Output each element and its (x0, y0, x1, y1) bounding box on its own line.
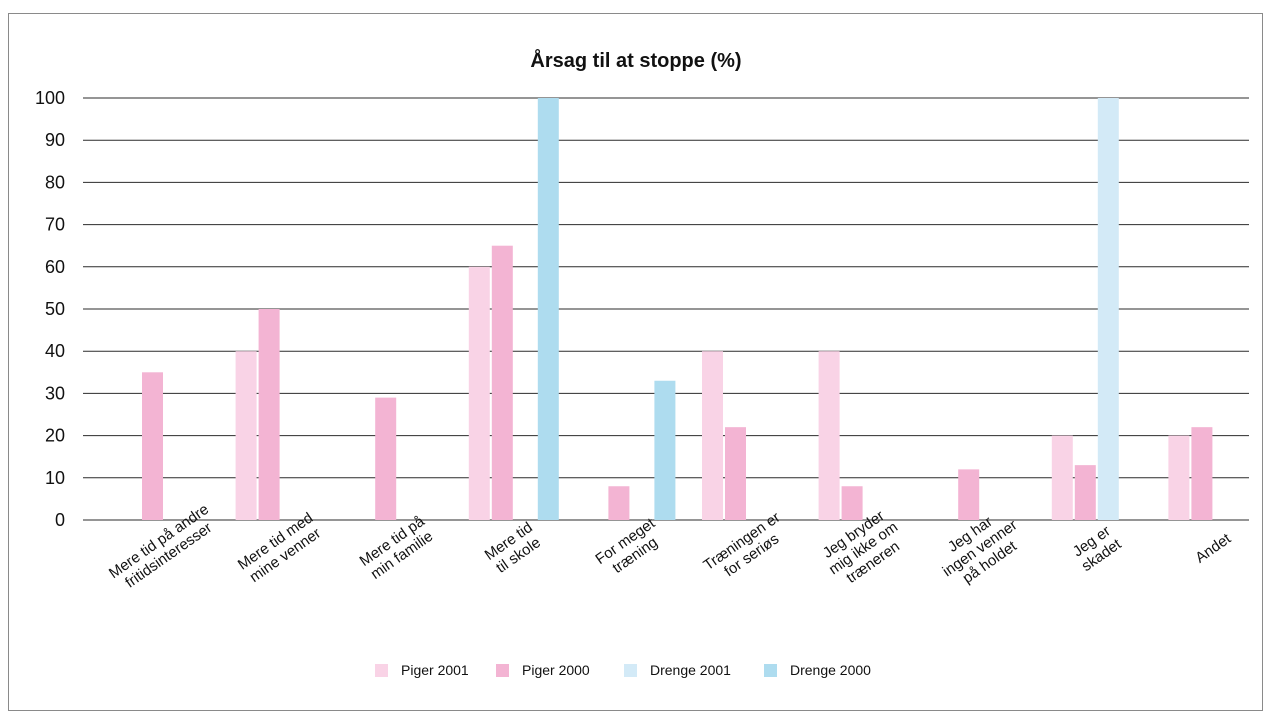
bar (468, 266, 490, 520)
legend-label: Drenge 2000 (790, 662, 871, 678)
chart-title: Årsag til at stoppe (%) (530, 48, 741, 72)
bar (491, 245, 513, 520)
bar (537, 98, 559, 520)
y-tick-label: 60 (45, 257, 65, 277)
y-tick-label: 0 (55, 510, 65, 530)
y-tick-label: 80 (45, 172, 65, 192)
bar (725, 427, 746, 520)
bar (142, 372, 163, 520)
bar-chart: Årsag til at stoppe (%) 0 10 20 30 40 50 60 70 8… (35, 48, 1249, 678)
bar (1168, 435, 1190, 520)
legend-swatch (764, 664, 777, 677)
legend-label: Piger 2000 (522, 662, 590, 678)
y-tick-label: 30 (45, 383, 65, 403)
y-axis: 0 10 20 30 40 50 60 70 80 90 100 (35, 88, 65, 530)
bar (375, 397, 397, 520)
y-tick-label: 90 (45, 130, 65, 150)
bars (142, 98, 1213, 520)
bar (1097, 98, 1119, 520)
legend-item: Drenge 2000 (764, 662, 871, 678)
bar (235, 351, 257, 520)
y-tick-label: 100 (35, 88, 65, 108)
bar (1191, 427, 1213, 520)
bar (841, 486, 863, 520)
y-tick-label: 50 (45, 299, 65, 319)
legend-swatch (496, 664, 509, 677)
legend-swatch (624, 664, 637, 677)
bar (258, 309, 280, 520)
legend: Piger 2001 Piger 2000 Drenge 2001 Drenge 20… (375, 662, 871, 678)
y-tick-label: 20 (45, 426, 65, 446)
bar (608, 486, 630, 520)
legend-swatch (375, 664, 388, 677)
y-tick-label: 40 (45, 341, 65, 361)
bar (654, 380, 676, 520)
bar (702, 351, 723, 520)
bar (958, 469, 980, 520)
legend-item: Piger 2001 (375, 662, 469, 678)
bar (1074, 465, 1096, 520)
x-tick-label: Andet (1192, 530, 1235, 567)
legend-item: Piger 2000 (496, 662, 590, 678)
legend-label: Drenge 2001 (650, 662, 731, 678)
y-tick-label: 70 (45, 215, 65, 235)
bar (1051, 435, 1073, 520)
bar (818, 351, 840, 520)
legend-item: Drenge 2001 (624, 662, 731, 678)
legend-label: Piger 2001 (401, 662, 469, 678)
chart-frame: Årsag til at stoppe (%) 0 10 20 30 40 50 60 70 8… (8, 13, 1263, 711)
y-tick-label: 10 (45, 468, 65, 488)
x-tick-label-line: Andet (1192, 530, 1235, 567)
